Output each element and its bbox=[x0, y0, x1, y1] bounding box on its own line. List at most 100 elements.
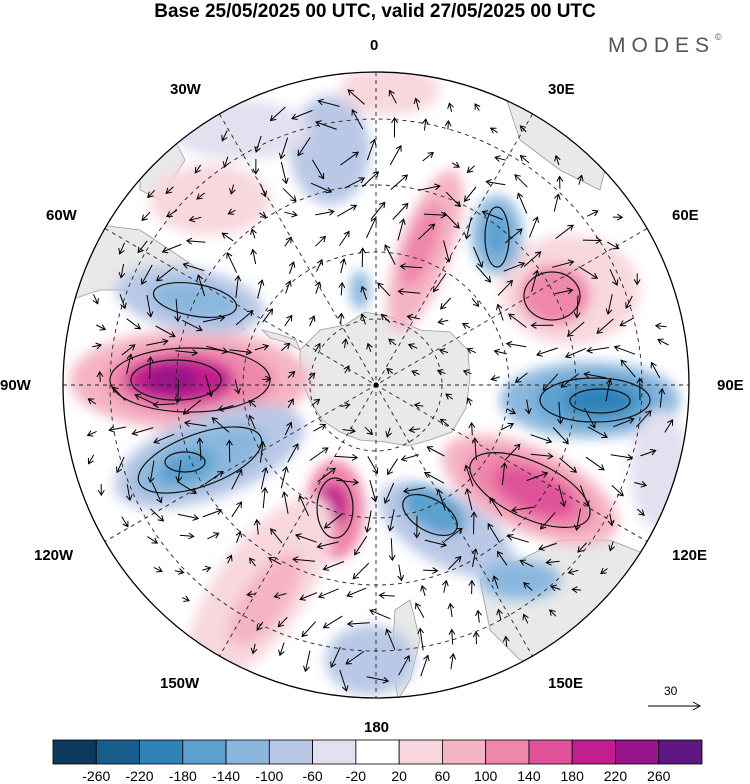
wind-vector bbox=[519, 559, 534, 568]
wind-vector bbox=[539, 512, 556, 530]
wind-vector bbox=[558, 484, 567, 508]
wind-vector bbox=[254, 343, 270, 351]
wind-vector bbox=[549, 609, 557, 617]
wind-vector bbox=[380, 313, 391, 323]
wind-vector bbox=[438, 348, 449, 355]
wind-vector bbox=[437, 318, 449, 325]
wind-vector bbox=[364, 426, 374, 436]
wind-vector bbox=[341, 338, 349, 349]
wind-vector bbox=[420, 654, 430, 677]
wind-vector bbox=[444, 527, 463, 542]
wind-vector bbox=[146, 356, 154, 380]
wind-vector bbox=[441, 579, 449, 593]
wind-vector bbox=[202, 508, 223, 518]
wind-vector bbox=[254, 135, 262, 153]
wind-vector bbox=[475, 609, 482, 623]
antarctic-peninsula bbox=[260, 329, 301, 351]
wind-vector bbox=[605, 378, 613, 402]
wind-vector bbox=[445, 393, 454, 400]
colorbar-swatch bbox=[441, 739, 487, 765]
wind-vector bbox=[418, 223, 436, 240]
wind-vector bbox=[268, 557, 282, 565]
wind-vector bbox=[421, 118, 429, 131]
wind-vector bbox=[555, 224, 574, 239]
wind-vector bbox=[166, 209, 178, 218]
wind-vector bbox=[155, 325, 176, 338]
wind-vector bbox=[496, 303, 504, 321]
map-boundary bbox=[62, 71, 690, 699]
wind-vector bbox=[231, 501, 243, 518]
wind-vector bbox=[323, 513, 343, 529]
wind-vector bbox=[280, 161, 289, 185]
wind-vector bbox=[202, 565, 212, 573]
wind-vector bbox=[583, 371, 606, 379]
wind-vector bbox=[342, 427, 356, 434]
wind-vector bbox=[448, 555, 462, 570]
colorbar-swatch bbox=[485, 739, 530, 765]
wind-vector bbox=[474, 103, 481, 111]
wind-vector bbox=[285, 279, 292, 294]
colorbar-swatch bbox=[571, 739, 616, 765]
wind-vector bbox=[360, 285, 368, 300]
wind-vector bbox=[316, 541, 339, 550]
wind-vector bbox=[146, 295, 154, 318]
pos-110e-core bbox=[492, 465, 577, 519]
wind-vector bbox=[314, 342, 321, 353]
lon-label-0: 0 bbox=[370, 37, 379, 54]
wind-vector bbox=[530, 321, 554, 329]
wind-vector bbox=[340, 151, 359, 166]
wind-vector bbox=[287, 370, 296, 379]
wind-vector bbox=[257, 279, 265, 299]
wind-vector bbox=[141, 211, 151, 222]
wind-vector bbox=[262, 375, 272, 383]
lon-label-90e: 90E bbox=[717, 377, 744, 394]
wind-vector bbox=[489, 127, 498, 134]
wind-vector bbox=[359, 247, 367, 268]
wind-vector bbox=[194, 164, 202, 174]
wind-vector bbox=[506, 533, 529, 543]
wind-vector bbox=[473, 246, 484, 268]
wind-vector bbox=[205, 345, 229, 354]
wind-vector bbox=[182, 319, 203, 332]
wind-vector bbox=[280, 465, 289, 489]
wind-vector bbox=[153, 433, 175, 444]
colorbar-swatch bbox=[52, 739, 97, 765]
wind-vector bbox=[440, 297, 452, 310]
lon-label-150e: 150E bbox=[548, 675, 584, 692]
neg-90e-core bbox=[565, 385, 635, 415]
wind-vector bbox=[339, 258, 347, 274]
wind-vector bbox=[287, 398, 294, 408]
wind-vector bbox=[514, 372, 528, 383]
colorbar-swatch bbox=[398, 739, 443, 765]
wind-vector bbox=[524, 399, 532, 415]
colorbar-tick-label: -260 bbox=[82, 768, 111, 784]
wind-vector bbox=[252, 158, 260, 175]
wind-vector bbox=[339, 230, 350, 246]
colorbar-tick-label: -220 bbox=[125, 768, 154, 784]
wind-vector bbox=[308, 372, 316, 381]
wind-vector bbox=[96, 324, 107, 331]
wind-vector bbox=[165, 186, 174, 195]
wind-vectors bbox=[86, 89, 674, 692]
wind-vector bbox=[432, 273, 447, 293]
wind-vector bbox=[447, 602, 455, 618]
wind-vector bbox=[153, 566, 163, 573]
wind-vector bbox=[619, 317, 634, 327]
wind-vector bbox=[397, 218, 406, 241]
colorbar-swatch bbox=[225, 739, 270, 765]
lon-label-60e: 60E bbox=[672, 207, 699, 224]
wind-vector bbox=[443, 211, 460, 229]
wind-vector bbox=[343, 365, 350, 374]
wind-vector bbox=[366, 676, 390, 684]
wind-vector bbox=[229, 184, 236, 195]
wind-vector bbox=[338, 281, 346, 296]
wind-vector bbox=[377, 282, 391, 297]
wind-vector bbox=[310, 182, 333, 194]
wind-vector bbox=[560, 373, 580, 388]
wind-vector bbox=[472, 631, 480, 645]
wind-vector bbox=[418, 183, 441, 191]
neg-0-pale bbox=[290, 95, 370, 205]
wind-vector bbox=[317, 588, 339, 599]
colorbar-tick-label: -20 bbox=[345, 768, 366, 784]
wind-vector bbox=[552, 259, 575, 268]
